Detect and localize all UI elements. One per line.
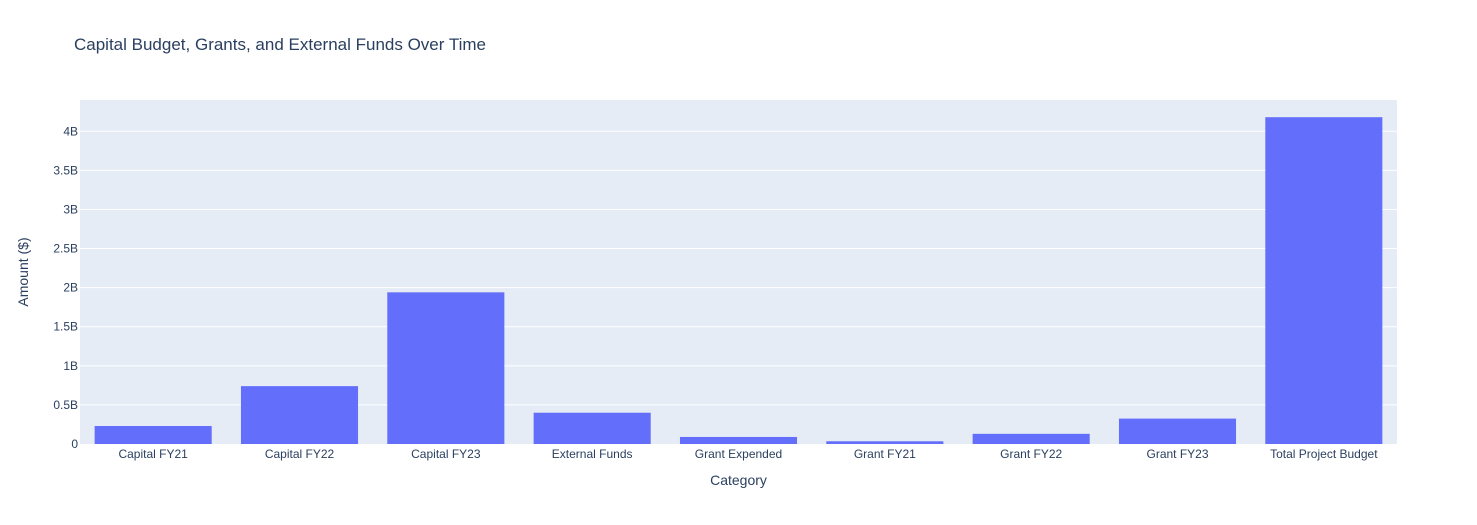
y-tick-label: 3.5B (53, 163, 78, 177)
y-tick-label: 0.5B (53, 398, 78, 412)
bar-total-project-budget[interactable] (1265, 117, 1383, 444)
y-tick-label: 2.5B (53, 242, 78, 256)
bar-grant-fy23[interactable] (1118, 418, 1237, 444)
x-tick-label: Capital FY22 (265, 447, 335, 461)
x-tick-label: Capital FY23 (411, 447, 481, 461)
bars (94, 117, 1383, 444)
x-tick-label: Grant FY23 (1146, 447, 1208, 461)
y-tick-label: 4B (63, 124, 78, 138)
y-tick-label: 1B (63, 359, 78, 373)
x-tick-label: Total Project Budget (1270, 447, 1378, 461)
bar-capital-fy23[interactable] (387, 292, 505, 444)
chart-title: Capital Budget, Grants, and External Fun… (74, 35, 486, 54)
x-tick-label: External Funds (552, 447, 633, 461)
y-tick-label: 2B (63, 281, 78, 295)
x-axis-title: Category (710, 472, 767, 488)
x-axis-ticks: Capital FY21 Capital FY22 Capital FY23 Exte… (118, 447, 1378, 461)
x-tick-label: Grant FY21 (854, 447, 916, 461)
x-tick-label: Grant Expended (695, 447, 782, 461)
y-axis-ticks: 0 0.5B 1B 1.5B 2B 2.5B 3B 3.5B 4B (53, 124, 78, 451)
bar-grant-expended[interactable] (679, 436, 798, 444)
bar-grant-fy21[interactable] (826, 441, 944, 444)
y-axis-title: Amount ($) (15, 237, 31, 306)
x-tick-label: Capital FY21 (118, 447, 188, 461)
bar-external-funds[interactable] (533, 412, 651, 444)
x-tick-label: Grant FY22 (1000, 447, 1062, 461)
bar-grant-fy22[interactable] (972, 433, 1090, 444)
bar-capital-fy22[interactable] (240, 386, 359, 444)
y-tick-label: 3B (63, 202, 78, 216)
bar-capital-fy21[interactable] (94, 426, 212, 444)
y-tick-label: 0 (71, 437, 78, 451)
y-tick-label: 1.5B (53, 320, 78, 334)
